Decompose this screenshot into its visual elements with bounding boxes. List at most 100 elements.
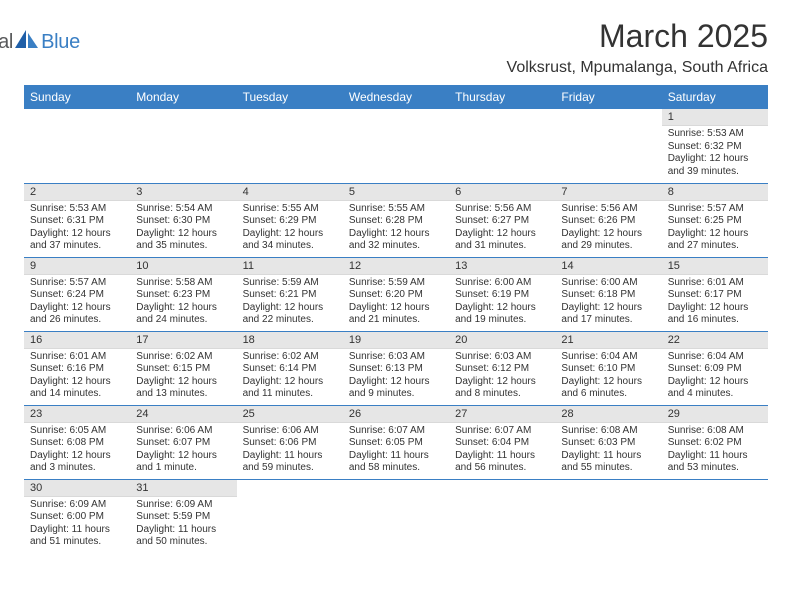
day-number: 4 (237, 184, 343, 201)
calendar-day-cell: 14Sunrise: 6:00 AMSunset: 6:18 PMDayligh… (555, 257, 661, 331)
calendar-day-cell: 3Sunrise: 5:54 AMSunset: 6:30 PMDaylight… (130, 183, 236, 257)
calendar-day-cell (237, 109, 343, 183)
calendar-day-cell: 16Sunrise: 6:01 AMSunset: 6:16 PMDayligh… (24, 331, 130, 405)
day-details: Sunrise: 5:54 AMSunset: 6:30 PMDaylight:… (130, 201, 236, 257)
calendar-week-row: 16Sunrise: 6:01 AMSunset: 6:16 PMDayligh… (24, 331, 768, 405)
weekday-header: Monday (130, 85, 236, 109)
day-number: 1 (662, 109, 768, 126)
day-details: Sunrise: 5:53 AMSunset: 6:31 PMDaylight:… (24, 201, 130, 257)
calendar-day-cell: 21Sunrise: 6:04 AMSunset: 6:10 PMDayligh… (555, 331, 661, 405)
day-details: Sunrise: 6:01 AMSunset: 6:17 PMDaylight:… (662, 275, 768, 331)
day-number: 10 (130, 258, 236, 275)
day-details: Sunrise: 5:59 AMSunset: 6:20 PMDaylight:… (343, 275, 449, 331)
day-number: 14 (555, 258, 661, 275)
calendar-day-cell (555, 479, 661, 553)
calendar-day-cell: 13Sunrise: 6:00 AMSunset: 6:19 PMDayligh… (449, 257, 555, 331)
day-number: 20 (449, 332, 555, 349)
day-details: Sunrise: 5:56 AMSunset: 6:26 PMDaylight:… (555, 201, 661, 257)
day-number: 13 (449, 258, 555, 275)
calendar-day-cell: 19Sunrise: 6:03 AMSunset: 6:13 PMDayligh… (343, 331, 449, 405)
calendar-day-cell: 9Sunrise: 5:57 AMSunset: 6:24 PMDaylight… (24, 257, 130, 331)
day-details: Sunrise: 6:00 AMSunset: 6:19 PMDaylight:… (449, 275, 555, 331)
day-details: Sunrise: 6:08 AMSunset: 6:03 PMDaylight:… (555, 423, 661, 479)
calendar-body: 1Sunrise: 5:53 AMSunset: 6:32 PMDaylight… (24, 109, 768, 553)
day-details: Sunrise: 6:00 AMSunset: 6:18 PMDaylight:… (555, 275, 661, 331)
weekday-header: Friday (555, 85, 661, 109)
calendar-day-cell: 5Sunrise: 5:55 AMSunset: 6:28 PMDaylight… (343, 183, 449, 257)
calendar-day-cell: 2Sunrise: 5:53 AMSunset: 6:31 PMDaylight… (24, 183, 130, 257)
day-details: Sunrise: 6:06 AMSunset: 6:06 PMDaylight:… (237, 423, 343, 479)
day-number: 5 (343, 184, 449, 201)
month-title: March 2025 (507, 18, 768, 55)
day-number: 3 (130, 184, 236, 201)
calendar-week-row: 2Sunrise: 5:53 AMSunset: 6:31 PMDaylight… (24, 183, 768, 257)
day-number: 26 (343, 406, 449, 423)
calendar-day-cell (449, 109, 555, 183)
day-details: Sunrise: 6:08 AMSunset: 6:02 PMDaylight:… (662, 423, 768, 479)
day-number: 29 (662, 406, 768, 423)
location: Volksrust, Mpumalanga, South Africa (507, 59, 768, 77)
header: GeneralBlue March 2025 Volksrust, Mpumal… (24, 18, 768, 77)
day-details: Sunrise: 6:01 AMSunset: 6:16 PMDaylight:… (24, 349, 130, 405)
day-details: Sunrise: 6:09 AMSunset: 6:00 PMDaylight:… (24, 497, 130, 553)
weekday-header: Tuesday (237, 85, 343, 109)
calendar-day-cell: 22Sunrise: 6:04 AMSunset: 6:09 PMDayligh… (662, 331, 768, 405)
day-details: Sunrise: 5:55 AMSunset: 6:28 PMDaylight:… (343, 201, 449, 257)
day-number: 31 (130, 480, 236, 497)
calendar-day-cell (237, 479, 343, 553)
day-number: 9 (24, 258, 130, 275)
day-number: 18 (237, 332, 343, 349)
calendar-day-cell (24, 109, 130, 183)
calendar-day-cell: 17Sunrise: 6:02 AMSunset: 6:15 PMDayligh… (130, 331, 236, 405)
calendar-day-cell: 26Sunrise: 6:07 AMSunset: 6:05 PMDayligh… (343, 405, 449, 479)
calendar-day-cell: 15Sunrise: 6:01 AMSunset: 6:17 PMDayligh… (662, 257, 768, 331)
day-details: Sunrise: 6:06 AMSunset: 6:07 PMDaylight:… (130, 423, 236, 479)
weekday-header: Sunday (24, 85, 130, 109)
day-number: 28 (555, 406, 661, 423)
calendar-day-cell (662, 479, 768, 553)
day-number: 15 (662, 258, 768, 275)
calendar-day-cell: 7Sunrise: 5:56 AMSunset: 6:26 PMDaylight… (555, 183, 661, 257)
day-details: Sunrise: 5:53 AMSunset: 6:32 PMDaylight:… (662, 126, 768, 182)
calendar-day-cell: 28Sunrise: 6:08 AMSunset: 6:03 PMDayligh… (555, 405, 661, 479)
weekday-header: Wednesday (343, 85, 449, 109)
day-details: Sunrise: 5:56 AMSunset: 6:27 PMDaylight:… (449, 201, 555, 257)
calendar-week-row: 9Sunrise: 5:57 AMSunset: 6:24 PMDaylight… (24, 257, 768, 331)
day-number: 19 (343, 332, 449, 349)
day-details: Sunrise: 6:09 AMSunset: 5:59 PMDaylight:… (130, 497, 236, 553)
day-number: 27 (449, 406, 555, 423)
day-details: Sunrise: 6:07 AMSunset: 6:05 PMDaylight:… (343, 423, 449, 479)
day-number: 30 (24, 480, 130, 497)
day-details: Sunrise: 5:57 AMSunset: 6:24 PMDaylight:… (24, 275, 130, 331)
calendar-day-cell: 18Sunrise: 6:02 AMSunset: 6:14 PMDayligh… (237, 331, 343, 405)
day-details: Sunrise: 6:04 AMSunset: 6:09 PMDaylight:… (662, 349, 768, 405)
calendar-day-cell (343, 109, 449, 183)
day-number: 16 (24, 332, 130, 349)
brand-text: GeneralBlue (0, 28, 80, 54)
day-details: Sunrise: 5:59 AMSunset: 6:21 PMDaylight:… (237, 275, 343, 331)
calendar-day-cell: 24Sunrise: 6:06 AMSunset: 6:07 PMDayligh… (130, 405, 236, 479)
day-number: 2 (24, 184, 130, 201)
calendar-day-cell: 10Sunrise: 5:58 AMSunset: 6:23 PMDayligh… (130, 257, 236, 331)
calendar-table: SundayMondayTuesdayWednesdayThursdayFrid… (24, 85, 768, 553)
day-details: Sunrise: 6:04 AMSunset: 6:10 PMDaylight:… (555, 349, 661, 405)
day-number: 24 (130, 406, 236, 423)
calendar-day-cell: 25Sunrise: 6:06 AMSunset: 6:06 PMDayligh… (237, 405, 343, 479)
day-details: Sunrise: 6:03 AMSunset: 6:13 PMDaylight:… (343, 349, 449, 405)
calendar-day-cell (449, 479, 555, 553)
day-details: Sunrise: 5:58 AMSunset: 6:23 PMDaylight:… (130, 275, 236, 331)
day-details: Sunrise: 6:07 AMSunset: 6:04 PMDaylight:… (449, 423, 555, 479)
day-details: Sunrise: 5:55 AMSunset: 6:29 PMDaylight:… (237, 201, 343, 257)
weekday-header-row: SundayMondayTuesdayWednesdayThursdayFrid… (24, 85, 768, 109)
calendar-day-cell: 30Sunrise: 6:09 AMSunset: 6:00 PMDayligh… (24, 479, 130, 553)
calendar-day-cell (130, 109, 236, 183)
calendar-day-cell: 29Sunrise: 6:08 AMSunset: 6:02 PMDayligh… (662, 405, 768, 479)
calendar-week-row: 1Sunrise: 5:53 AMSunset: 6:32 PMDaylight… (24, 109, 768, 183)
calendar-day-cell: 23Sunrise: 6:05 AMSunset: 6:08 PMDayligh… (24, 405, 130, 479)
title-block: March 2025 Volksrust, Mpumalanga, South … (507, 18, 768, 77)
day-number: 17 (130, 332, 236, 349)
brand-blue: Blue (41, 31, 80, 53)
calendar-day-cell: 1Sunrise: 5:53 AMSunset: 6:32 PMDaylight… (662, 109, 768, 183)
day-number: 23 (24, 406, 130, 423)
day-number: 21 (555, 332, 661, 349)
